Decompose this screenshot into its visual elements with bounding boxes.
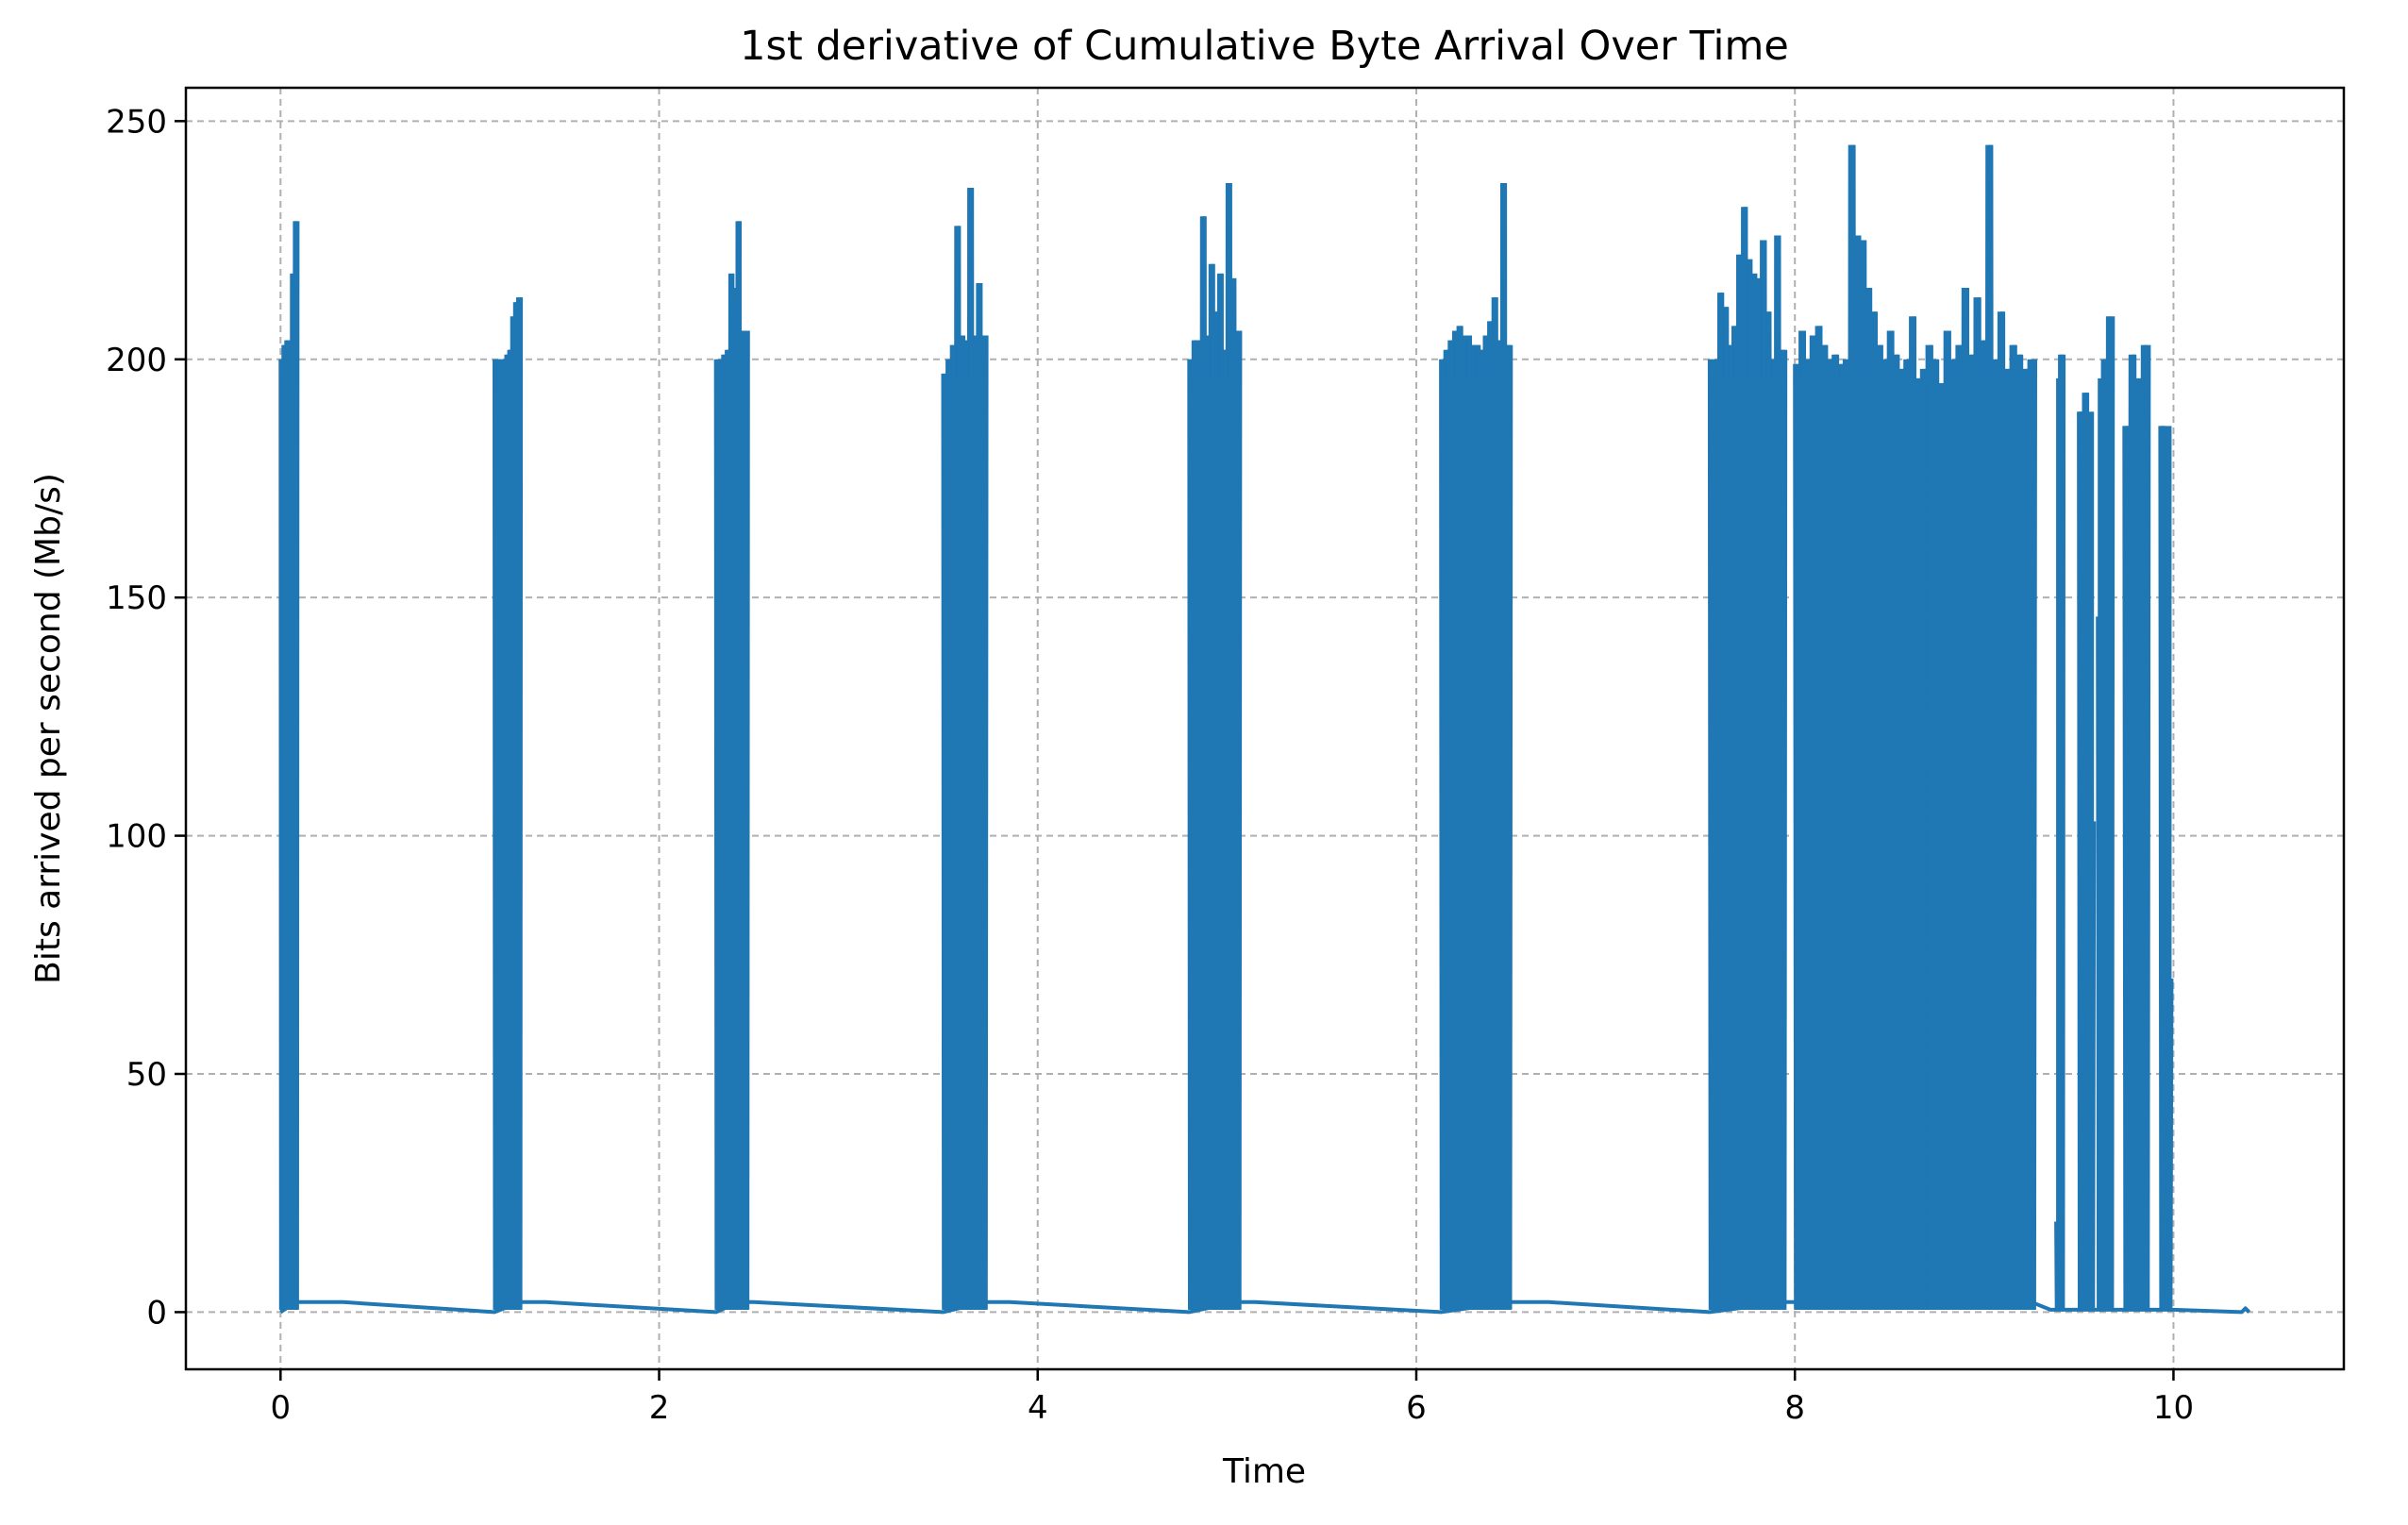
series-burst-fill — [715, 377, 748, 1310]
x-tick-label: 10 — [2153, 1389, 2194, 1427]
series-burst-line — [2077, 393, 2097, 1310]
y-tick-label: 200 — [106, 342, 167, 379]
series-burst-fill — [2079, 411, 2095, 1310]
series-burst-line — [493, 297, 524, 1310]
chart-title: 1st derivative of Cumulative Byte Arriva… — [740, 23, 1789, 70]
y-tick-label: 50 — [126, 1056, 167, 1094]
series-burst-fill — [280, 377, 298, 1310]
series-group — [278, 144, 2251, 1315]
series-burst-line — [1925, 144, 2037, 1310]
series-burst-fill — [943, 377, 987, 1310]
x-tick-label: 0 — [270, 1389, 291, 1427]
axes-frame — [184, 86, 2346, 1371]
series-burst-fill — [494, 377, 522, 1310]
x-tick-label: 8 — [1784, 1389, 1805, 1427]
series-burst-line — [2122, 344, 2151, 1310]
y-axis-label: Bits arrived per second (Mb/s) — [29, 473, 68, 984]
series-burst-fill — [1709, 377, 1786, 1310]
series-burst-fill — [1441, 377, 1512, 1310]
plot-area — [278, 144, 2251, 1315]
series-burst-fill — [1795, 377, 1928, 1310]
series-burst-fill — [1927, 382, 2035, 1310]
series-burst-line — [2096, 316, 2115, 1310]
series-burst-fill — [2056, 377, 2065, 1310]
series-burst-line — [1187, 182, 1243, 1310]
series-burst-fill — [1189, 377, 1241, 1310]
series-burst-fill — [2124, 426, 2149, 1310]
x-tick-label: 4 — [1028, 1389, 1048, 1427]
y-tick-label: 0 — [146, 1294, 167, 1332]
x-tick-label: 2 — [649, 1389, 670, 1427]
series-burst-line — [1793, 144, 1930, 1310]
series-burst-line — [713, 221, 750, 1310]
y-tick-label: 150 — [106, 579, 167, 617]
series-burst-fill — [2160, 426, 2172, 1310]
y-tick-label: 100 — [106, 818, 167, 856]
x-axis-label: Time — [1222, 1452, 1306, 1491]
series-burst-fill — [2098, 377, 2114, 1310]
y-tick-label: 250 — [106, 103, 167, 141]
x-tick-label: 6 — [1406, 1389, 1427, 1427]
